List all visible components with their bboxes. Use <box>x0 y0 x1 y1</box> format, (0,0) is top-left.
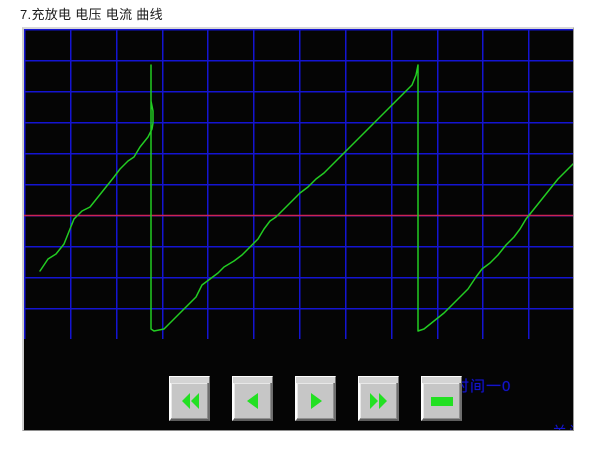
button-cap <box>295 376 336 383</box>
rewind-button[interactable] <box>169 376 210 421</box>
plot-panel: 当前时间一0 关闭 <box>22 27 574 431</box>
minus-bar-icon <box>430 396 453 406</box>
page-title: 7.充放电 电压 电流 曲线 <box>20 7 163 22</box>
double-right-arrow-icon <box>369 393 387 409</box>
button-cap <box>358 376 399 383</box>
left-arrow-icon <box>246 393 258 409</box>
waveform-trace <box>39 64 573 332</box>
double-left-arrow-icon <box>181 393 199 409</box>
stop-button[interactable] <box>421 376 462 421</box>
plot-grid <box>24 29 573 339</box>
button-cap <box>169 376 210 383</box>
previous-button[interactable] <box>232 376 273 421</box>
plot-area <box>24 29 573 339</box>
close-label[interactable]: 关闭 <box>552 421 573 430</box>
right-arrow-icon <box>310 393 322 409</box>
next-button[interactable] <box>295 376 336 421</box>
plot-trace-layer <box>24 64 573 332</box>
button-cap <box>421 376 462 383</box>
fast-forward-button[interactable] <box>358 376 399 421</box>
button-cap <box>232 376 273 383</box>
